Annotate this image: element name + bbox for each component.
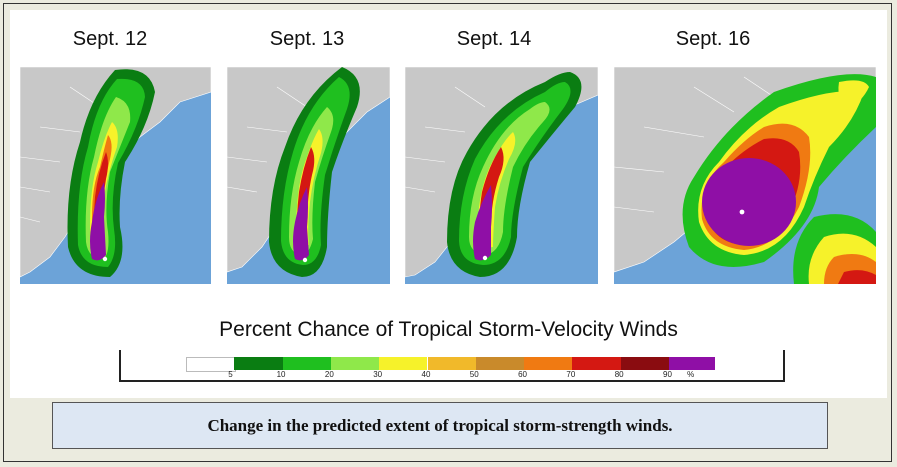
legend-tick-label-5: 50: [469, 370, 479, 379]
legend-swatch-2: [282, 357, 331, 370]
panel-date-sept-13: Sept. 13: [269, 28, 345, 50]
legend-tick-label-4: 40: [421, 370, 431, 379]
legend-bracket: [119, 350, 785, 382]
legend-tick-label-1: 10: [276, 370, 286, 379]
legend-swatch-3: [330, 357, 380, 370]
legend-tick-label-3: 30: [373, 370, 383, 379]
legend-swatch-4: [379, 357, 428, 370]
map-sept-13: [227, 67, 390, 284]
legend-tick-label-10: %: [687, 370, 695, 379]
map-sept-14: [405, 67, 598, 284]
legend-swatch-7: [524, 357, 573, 370]
legend-swatch-5: [427, 357, 476, 370]
legend-swatch-6: [475, 357, 525, 370]
legend-swatch-9: [620, 357, 669, 370]
panel-date-sept-14: Sept. 14: [456, 28, 532, 50]
legend-tick-label-2: 20: [324, 370, 334, 379]
legend-swatch-1: [234, 357, 283, 370]
legend-tick-label-0: 5: [228, 370, 233, 379]
legend-tick-label-7: 70: [566, 370, 576, 379]
panel-date-sept-16: Sept. 16: [675, 28, 751, 50]
legend-tick-label-8: 80: [614, 370, 624, 379]
legend-swatch-8: [572, 357, 621, 370]
legend-swatch-10: [669, 357, 716, 370]
legend-title: Percent Chance of Tropical Storm-Velocit…: [219, 318, 678, 341]
legend-tick-label-9: 90: [663, 370, 672, 379]
map-sept-16: [614, 67, 876, 284]
figure-caption: Change in the predicted extent of tropic…: [52, 402, 828, 449]
panel-date-sept-12: Sept. 12: [72, 28, 148, 50]
map-sept-12: [20, 67, 211, 284]
legend-tick-label-6: 60: [518, 370, 527, 379]
